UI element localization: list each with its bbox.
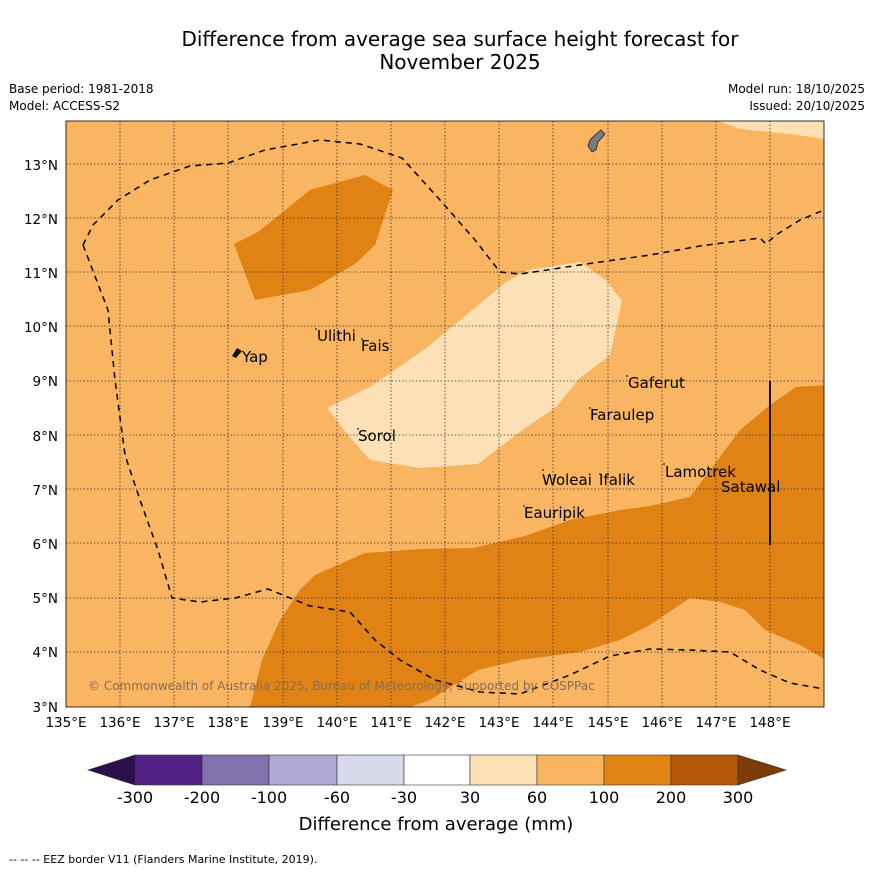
label-lamotrek: Lamotrek — [665, 463, 736, 481]
title-line-1: Difference from average sea surface heig… — [181, 27, 739, 51]
colorbar-label: -30 — [391, 788, 417, 807]
guam-island — [587, 129, 606, 153]
lon-tick: 138°E — [207, 715, 248, 731]
band-60-100-north — [234, 175, 393, 300]
band-0-30-northeast — [718, 121, 824, 139]
woleai-marker — [542, 469, 544, 471]
lat-tick: 8°N — [33, 429, 58, 445]
colorbar-bin — [403, 754, 471, 786]
label-ulithi: Ulithi — [317, 327, 356, 345]
lat-tick: 9°N — [33, 374, 58, 390]
colorbar-bin — [201, 754, 270, 786]
label-eauripik: Eauripik — [524, 504, 585, 522]
label-ifalik: Ifalik — [599, 471, 635, 489]
eez-border-south — [82, 244, 824, 695]
lat-tick: 12°N — [24, 212, 58, 228]
lon-tick: 143°E — [478, 715, 519, 731]
eez-footnote: -- -- -- EEZ border V11 (Flanders Marine… — [9, 853, 318, 866]
sea-height-map: Ulithi Fais Yap Gaferut Faraulep Sorol L… — [66, 121, 824, 707]
lon-tick: 147°E — [695, 715, 736, 731]
meta-right: Model run: 18/10/2025 Issued: 20/10/2025 — [728, 81, 865, 115]
colorbar-title: Difference from average (mm) — [299, 814, 574, 835]
lat-tick: 4°N — [33, 645, 58, 661]
colorbar: -300 -200 -100 -60 -30 30 60 100 200 300… — [87, 754, 788, 835]
model-name: Model: ACCESS-S2 — [9, 99, 121, 113]
lon-tick: 135°E — [45, 715, 86, 731]
lamotrek-marker — [663, 463, 665, 465]
label-satawal: Satawal — [721, 478, 780, 496]
model-run: Model run: 18/10/2025 — [727, 82, 865, 96]
eauripik-marker — [523, 505, 525, 507]
colorbar-label: 100 — [589, 788, 620, 807]
band-60-100-south — [250, 385, 824, 707]
colorbar-label: -60 — [324, 788, 350, 807]
colorbar-label: 300 — [723, 788, 754, 807]
lon-tick: 144°E — [532, 715, 573, 731]
colorbar-label: -100 — [251, 788, 287, 807]
colorbar-bin — [268, 754, 338, 786]
faraulep-marker — [589, 407, 591, 409]
graticule — [66, 121, 824, 707]
label-gaferut: Gaferut — [628, 374, 685, 392]
lat-tick: 3°N — [33, 700, 58, 716]
colorbar-below-min — [87, 754, 136, 786]
lat-axis: 3°N 4°N 5°N 6°N 7°N 8°N 9°N 10°N 11°N 12… — [24, 158, 58, 716]
label-woleai: Woleai — [542, 471, 592, 489]
title-line-2: November 2025 — [379, 50, 541, 74]
meta-left: Base period: 1981-2018 Model: ACCESS-S2 — [9, 81, 154, 115]
colorbar-above-max — [737, 754, 788, 786]
atoll-markers — [315, 328, 665, 507]
colorbar-label: -300 — [117, 788, 153, 807]
lon-tick: 137°E — [153, 715, 194, 731]
colorbar-label: 60 — [527, 788, 547, 807]
lon-tick: 145°E — [587, 715, 628, 731]
lon-tick: 141°E — [370, 715, 411, 731]
base-period: Base period: 1981-2018 — [9, 82, 154, 96]
colorbar-label: -200 — [184, 788, 220, 807]
label-yap: Yap — [241, 348, 268, 366]
copyright-notice: © Commonwealth of Australia 2025, Bureau… — [88, 679, 595, 693]
map-title: Difference from average sea surface heig… — [60, 28, 860, 74]
issued-date: Issued: 20/10/2025 — [749, 99, 865, 113]
gaferut-marker — [626, 375, 628, 377]
lat-tick: 13°N — [24, 158, 58, 174]
colorbar-bin — [336, 754, 405, 786]
band-0-30-central — [327, 262, 622, 468]
lon-tick: 136°E — [99, 715, 140, 731]
lon-tick: 148°E — [749, 715, 790, 731]
lat-tick: 6°N — [33, 537, 58, 553]
label-faraulep: Faraulep — [590, 406, 654, 424]
lon-tick: 140°E — [316, 715, 357, 731]
colorbar-bin — [670, 754, 739, 786]
colorbar-bin — [536, 754, 605, 786]
colorbar-bin — [134, 754, 203, 786]
ulithi-marker — [315, 328, 317, 330]
colorbar-bin — [603, 754, 672, 786]
fais-marker — [361, 338, 363, 340]
colorbar-label: 200 — [656, 788, 687, 807]
eez-border-north — [82, 139, 824, 275]
lat-tick: 10°N — [24, 320, 58, 336]
lon-tick: 139°E — [262, 715, 303, 731]
lon-axis: 135°E 136°E 137°E 138°E 139°E 140°E 141°… — [45, 715, 790, 731]
label-fais: Fais — [361, 337, 390, 355]
sorol-marker — [357, 428, 359, 430]
lon-tick: 142°E — [424, 715, 465, 731]
colorbar-bin — [469, 754, 538, 786]
yap-island — [232, 348, 242, 358]
ifalik-marker — [599, 473, 601, 475]
lat-tick: 11°N — [24, 266, 58, 282]
map-frame — [65, 120, 825, 708]
label-sorol: Sorol — [358, 427, 396, 445]
lat-tick: 7°N — [33, 483, 58, 499]
lon-tick: 146°E — [641, 715, 682, 731]
colorbar-labels: -300 -200 -100 -60 -30 30 60 100 200 300 — [117, 788, 753, 807]
colorbar-label: 30 — [460, 788, 480, 807]
lat-tick: 5°N — [33, 591, 58, 607]
